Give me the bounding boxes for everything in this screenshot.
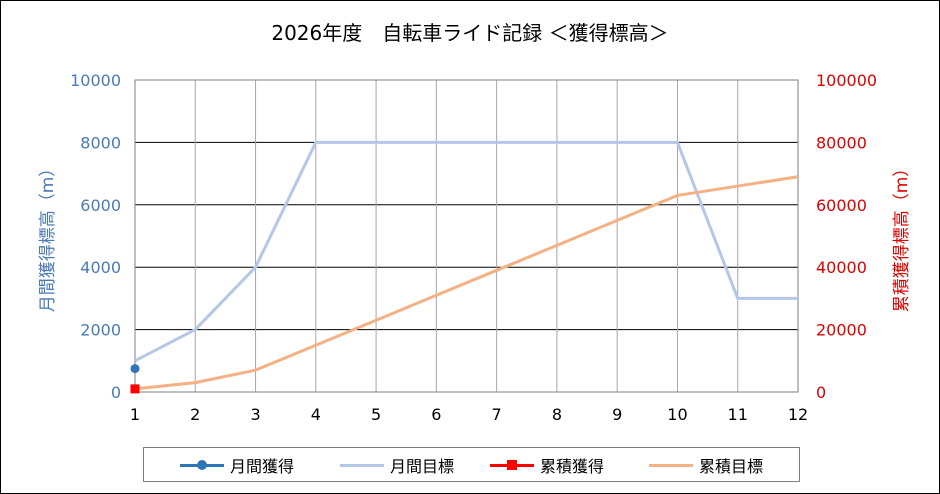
x-tick-label: 7 xyxy=(492,405,502,424)
y-left-tick-label: 4000 xyxy=(80,258,121,277)
x-tick-label: 2 xyxy=(190,405,200,424)
y-left-tick-label: 0 xyxy=(111,383,121,402)
y-right-tick-label: 40000 xyxy=(816,258,867,277)
y-right-tick-label: 0 xyxy=(816,383,826,402)
x-tick-label: 5 xyxy=(371,405,381,424)
x-tick-label: 3 xyxy=(250,405,260,424)
grid-layer xyxy=(134,79,799,393)
x-tick-label: 10 xyxy=(667,405,687,424)
legend-swatch-monthly-actual xyxy=(180,457,224,473)
legend-swatch-monthly-target xyxy=(340,457,384,473)
x-tick-label: 12 xyxy=(788,405,808,424)
y-right-tick-label: 80000 xyxy=(816,133,867,152)
y-left-tick-label: 10000 xyxy=(70,71,121,90)
tick-labels: 0200040006000800010000020000400006000080… xyxy=(70,71,877,424)
data-point-monthly-actual xyxy=(130,364,140,374)
plot-area-border xyxy=(134,79,799,393)
legend-item-monthly-actual: 月間獲得 xyxy=(180,448,294,481)
series-line-cumulative-target xyxy=(134,175,799,391)
legend-item-cumulative-actual: 累積獲得 xyxy=(490,448,604,481)
legend-swatch-cumulative-target xyxy=(649,457,693,473)
series-layer xyxy=(130,140,799,394)
legend-label: 月間目標 xyxy=(390,456,455,476)
y-right-tick-label: 100000 xyxy=(816,71,877,90)
y-right-tick-label: 60000 xyxy=(816,196,867,215)
y-left-tick-label: 2000 xyxy=(80,321,121,340)
y-axis-left-title: 月間獲得標高（m） xyxy=(38,160,58,313)
legend-label: 累積獲得 xyxy=(540,456,605,476)
legend-item-monthly-target: 月間目標 xyxy=(340,448,454,481)
y-axis-right-title: 累積獲得標高（m） xyxy=(892,160,912,313)
y-right-tick-label: 20000 xyxy=(816,321,867,340)
y-left-tick-label: 6000 xyxy=(80,196,121,215)
x-tick-label: 6 xyxy=(431,405,441,424)
series-line-monthly-target xyxy=(134,140,798,363)
legend-item-cumulative-target: 累積目標 xyxy=(649,448,763,481)
data-point-cumulative-actual xyxy=(130,384,140,394)
x-tick-label: 11 xyxy=(728,405,748,424)
legend-label: 月間獲得 xyxy=(230,456,295,476)
legend: 月間獲得 月間目標 累積獲得 累積目標 xyxy=(143,447,800,482)
y-left-tick-label: 8000 xyxy=(80,133,121,152)
legend-label: 累積目標 xyxy=(699,456,764,476)
legend-swatch-cumulative-actual xyxy=(490,457,534,473)
x-tick-label: 4 xyxy=(311,405,321,424)
x-tick-label: 1 xyxy=(130,405,140,424)
x-tick-label: 9 xyxy=(612,405,622,424)
x-tick-label: 8 xyxy=(552,405,562,424)
chart-title: 2026年度 自転車ライド記録 ＜獲得標高＞ xyxy=(271,21,669,45)
